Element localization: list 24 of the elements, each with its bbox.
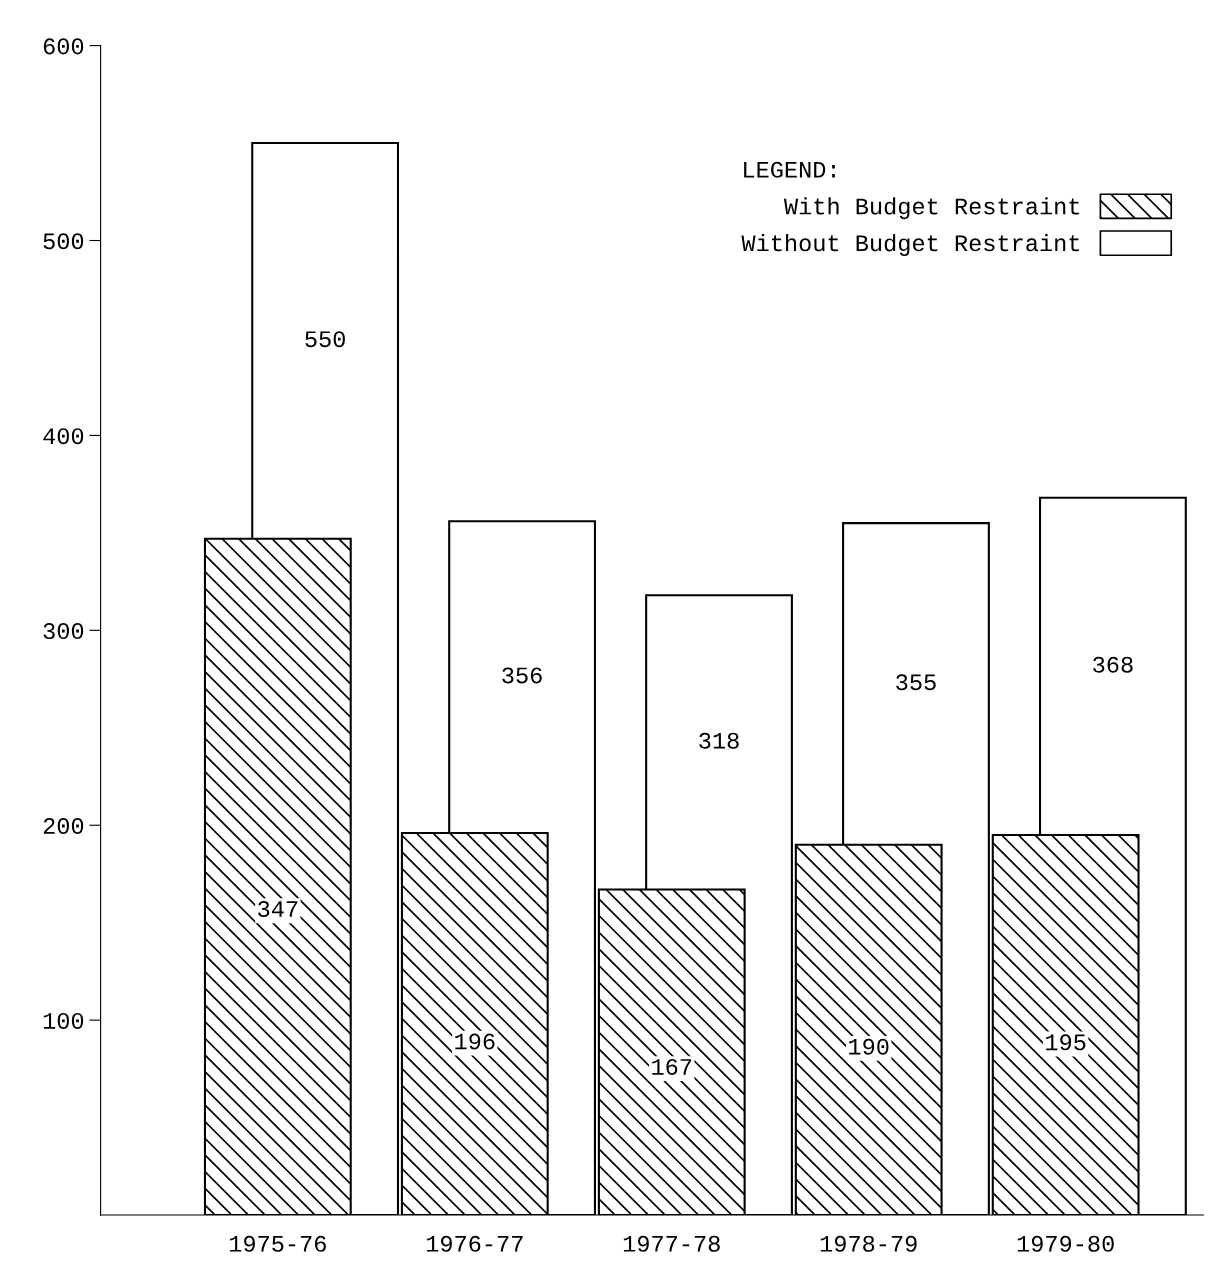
x-tick-label: 1978-79 [820, 1235, 917, 1252]
data-label: 347 [258, 901, 298, 918]
data-label: 550 [305, 331, 345, 348]
y-tick-label: 300 [43, 623, 84, 640]
data-label: 356 [502, 667, 542, 684]
y-tick-label: 100 [43, 1012, 84, 1029]
y-tick-label: 200 [43, 818, 84, 835]
x-tick-label: 1976-77 [426, 1235, 523, 1252]
data-label: 318 [699, 732, 739, 749]
y-tick-label: 500 [43, 233, 84, 250]
data-label: 190 [849, 1038, 889, 1055]
data-label: 368 [1093, 656, 1133, 673]
legend-title: LEGEND: [744, 161, 835, 178]
x-tick-label: 1979-80 [1017, 1235, 1114, 1252]
x-tick-label: 1975-76 [229, 1235, 326, 1252]
x-tick-label: 1977-78 [623, 1235, 720, 1252]
data-label: 195 [1046, 1034, 1086, 1051]
legend-label: Without Budget Restraint [741, 233, 1080, 256]
legend-label: With Budget Restraint [783, 197, 1080, 220]
data-label: 196 [455, 1033, 495, 1050]
y-tick-label: 600 [43, 38, 84, 55]
data-label: 355 [896, 674, 936, 691]
data-label: 167 [652, 1058, 692, 1075]
y-tick-label: 400 [43, 428, 84, 445]
